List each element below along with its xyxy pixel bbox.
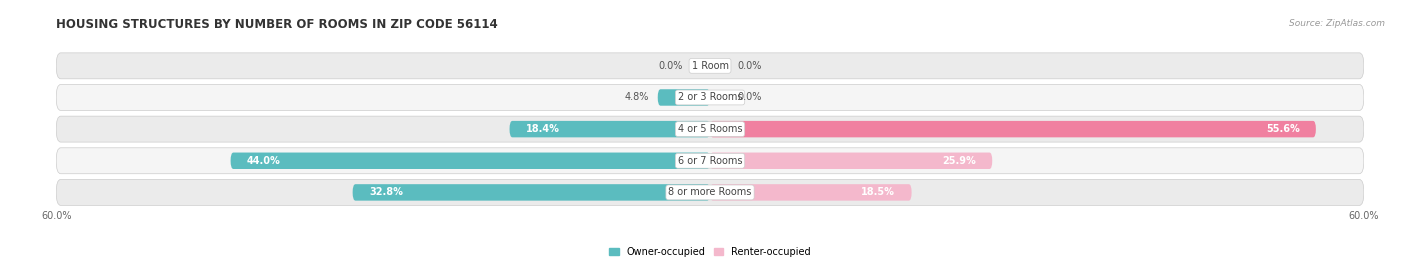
Text: 0.0%: 0.0% xyxy=(658,61,683,71)
FancyBboxPatch shape xyxy=(710,121,1316,137)
Text: 55.6%: 55.6% xyxy=(1265,124,1299,134)
FancyBboxPatch shape xyxy=(56,148,1364,174)
FancyBboxPatch shape xyxy=(231,153,710,169)
FancyBboxPatch shape xyxy=(509,121,710,137)
Text: 0.0%: 0.0% xyxy=(737,61,762,71)
Text: 0.0%: 0.0% xyxy=(737,93,762,102)
Text: 8 or more Rooms: 8 or more Rooms xyxy=(668,187,752,197)
FancyBboxPatch shape xyxy=(56,84,1364,111)
Text: 4 or 5 Rooms: 4 or 5 Rooms xyxy=(678,124,742,134)
FancyBboxPatch shape xyxy=(710,184,911,201)
FancyBboxPatch shape xyxy=(658,89,710,106)
Text: 32.8%: 32.8% xyxy=(368,187,404,197)
Text: 6 or 7 Rooms: 6 or 7 Rooms xyxy=(678,156,742,166)
Legend: Owner-occupied, Renter-occupied: Owner-occupied, Renter-occupied xyxy=(609,247,811,257)
FancyBboxPatch shape xyxy=(56,179,1364,206)
Text: 25.9%: 25.9% xyxy=(942,156,976,166)
Text: 18.4%: 18.4% xyxy=(526,124,560,134)
Text: 18.5%: 18.5% xyxy=(862,187,896,197)
Text: 44.0%: 44.0% xyxy=(247,156,281,166)
Text: Source: ZipAtlas.com: Source: ZipAtlas.com xyxy=(1289,19,1385,28)
FancyBboxPatch shape xyxy=(710,153,993,169)
Text: 2 or 3 Rooms: 2 or 3 Rooms xyxy=(678,93,742,102)
Text: 4.8%: 4.8% xyxy=(624,93,650,102)
FancyBboxPatch shape xyxy=(353,184,710,201)
FancyBboxPatch shape xyxy=(56,116,1364,142)
Text: HOUSING STRUCTURES BY NUMBER OF ROOMS IN ZIP CODE 56114: HOUSING STRUCTURES BY NUMBER OF ROOMS IN… xyxy=(56,18,498,31)
Text: 1 Room: 1 Room xyxy=(692,61,728,71)
FancyBboxPatch shape xyxy=(56,53,1364,79)
